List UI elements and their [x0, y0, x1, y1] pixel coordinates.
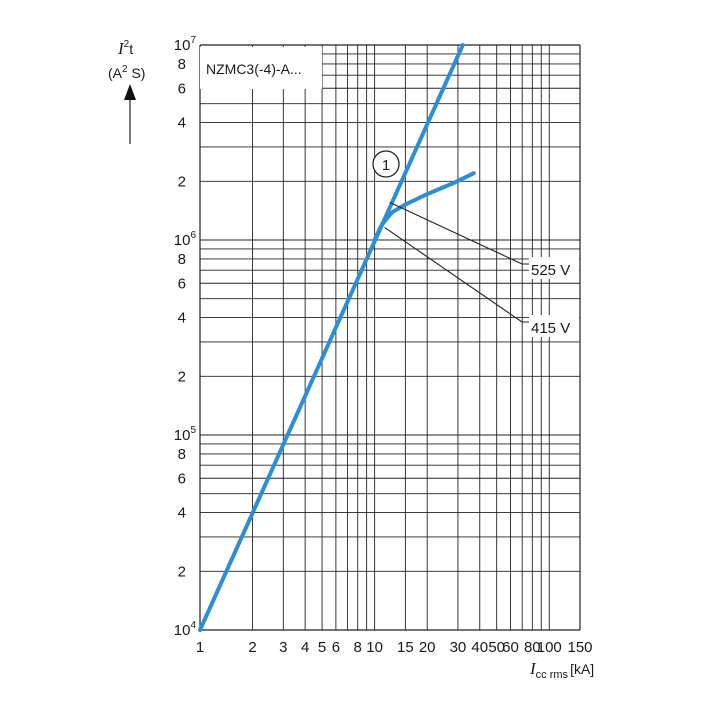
x-tick-label: 15 — [397, 639, 414, 656]
x-tick-label: 1 — [196, 639, 204, 656]
x-tick-label: 50 — [488, 639, 505, 656]
y-tick-label: 6 — [178, 275, 186, 292]
y-tick-label: 8 — [178, 251, 186, 268]
x-tick-label: 40 — [471, 639, 488, 656]
y-axis-unit: (A2 S) — [108, 64, 145, 81]
y-axis-label: I2t — [117, 39, 133, 58]
y-tick-label: 4 — [178, 115, 186, 132]
annotation-text: NZMC3(-4)-A... — [206, 61, 302, 77]
y-tick-label: 107 — [174, 35, 197, 54]
series-line — [372, 210, 394, 242]
series-line — [198, 43, 465, 632]
chart-grid — [199, 44, 581, 631]
y-tick-label: 2 — [178, 368, 186, 385]
x-tick-label: 4 — [301, 639, 309, 656]
chart-curves — [198, 43, 476, 632]
annotation-box — [200, 47, 322, 89]
x-tick-label: 100 — [537, 639, 562, 656]
y-tick-label: 104 — [174, 620, 197, 639]
x-tick-label: 10 — [366, 639, 383, 656]
x-tick-label: 60 — [502, 639, 519, 656]
x-tick-label: 8 — [354, 639, 362, 656]
label-bg-415 — [529, 315, 579, 337]
y-tick-label: 105 — [174, 425, 197, 444]
curve-marker-label: 1 — [382, 157, 390, 174]
y-tick-label: 4 — [178, 310, 186, 327]
x-tick-label: 80 — [524, 639, 541, 656]
x-tick-label: 2 — [248, 639, 256, 656]
x-tick-label: 150 — [567, 639, 592, 656]
axis-labels: I2t (A2 S) Icc rms [kA] — [108, 39, 594, 681]
y-tick-label: 8 — [178, 56, 186, 73]
series-label-525: 525 V — [531, 262, 570, 279]
x-tick-label: 3 — [279, 639, 287, 656]
x-tick-label: 20 — [419, 639, 436, 656]
x-axis-label: Icc rms [kA] — [529, 659, 594, 681]
y-tick-label: 8 — [178, 446, 186, 463]
arrow-up-icon — [124, 84, 136, 100]
label-bg-525 — [529, 257, 579, 279]
x-tick-label: 5 — [318, 639, 326, 656]
y-tick-label: 6 — [178, 470, 186, 487]
y-tick-label: 106 — [174, 230, 197, 249]
y-tick-label: 6 — [178, 80, 186, 97]
series-label-415: 415 V — [531, 320, 570, 337]
y-tick-label: 2 — [178, 173, 186, 190]
callouts: 1 525 V 415 V — [372, 150, 579, 337]
y-tick-label: 4 — [178, 505, 186, 522]
y-tick-label: 2 — [178, 563, 186, 580]
leader-line-525 — [389, 201, 531, 265]
x-tick-label: 30 — [450, 639, 467, 656]
x-tick-label: 6 — [332, 639, 340, 656]
curve-marker-circle — [372, 150, 400, 178]
leader-line-415 — [384, 226, 531, 323]
